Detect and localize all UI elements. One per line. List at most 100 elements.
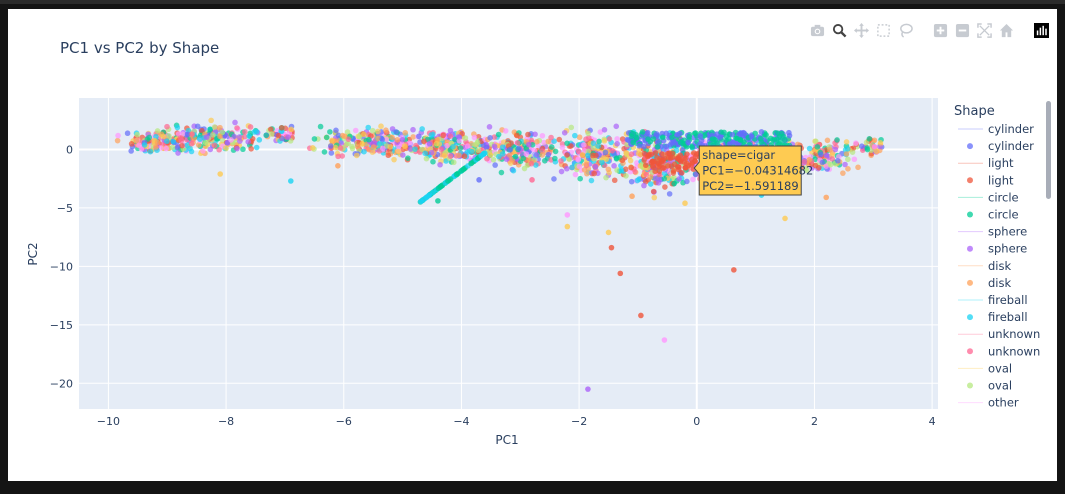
data-point[interactable] [585,148,592,155]
legend[interactable]: Shape cylinder cylinder light light circle ci… [954,101,1051,410]
data-point[interactable] [345,140,351,147]
data-point[interactable] [664,163,671,169]
data-point[interactable] [866,135,873,142]
data-point[interactable] [864,146,871,153]
data-point[interactable] [421,138,427,145]
data-point[interactable] [654,137,661,144]
data-point[interactable] [653,131,660,137]
data-point[interactable] [208,117,214,124]
data-point[interactable] [242,128,248,135]
data-point[interactable] [468,160,474,167]
data-point[interactable] [548,134,554,141]
data-point[interactable] [601,126,608,133]
data-point[interactable] [545,151,552,158]
data-point[interactable] [194,123,201,130]
data-point[interactable] [420,196,427,203]
data-point[interactable] [311,136,318,142]
legend-item[interactable]: oval [958,361,1012,375]
data-point[interactable] [849,149,856,155]
data-point[interactable] [423,155,430,162]
data-point[interactable] [236,134,243,140]
data-point[interactable] [455,133,462,140]
data-point[interactable] [474,139,481,146]
outlier-point[interactable] [476,177,482,183]
data-point[interactable] [656,176,662,183]
data-point[interactable] [370,144,377,150]
data-point[interactable] [179,142,185,149]
data-point[interactable] [426,140,433,147]
data-point[interactable] [253,144,260,151]
data-point[interactable] [211,124,218,130]
data-point[interactable] [275,132,282,139]
data-point[interactable] [359,140,366,147]
data-point[interactable] [829,156,836,162]
data-point[interactable] [354,143,361,150]
outlier-point[interactable] [435,198,441,204]
data-point[interactable] [520,155,527,162]
box-select-button[interactable] [874,21,893,39]
data-point[interactable] [738,130,745,137]
data-point[interactable] [572,132,578,139]
data-point[interactable] [378,123,384,130]
data-point[interactable] [495,131,502,138]
data-point[interactable] [551,176,557,182]
data-point[interactable] [669,150,676,157]
data-point[interactable] [160,133,167,140]
data-point[interactable] [667,155,674,161]
data-point[interactable] [624,136,631,143]
data-point[interactable] [444,142,450,149]
data-point[interactable] [654,144,661,150]
data-point[interactable] [648,151,654,158]
outlier-point[interactable] [585,386,591,392]
data-point[interactable] [603,174,609,181]
zoom-button[interactable] [830,21,849,39]
data-point[interactable] [187,145,193,152]
data-point[interactable] [402,130,409,136]
data-point[interactable] [725,136,732,142]
data-point[interactable] [577,175,583,182]
outlier-point[interactable] [608,244,615,251]
legend-scrollbar[interactable] [1046,101,1051,199]
data-point[interactable] [561,129,568,136]
data-point[interactable] [419,126,425,132]
download-png-button[interactable] [808,21,827,39]
data-point[interactable] [437,161,443,168]
data-point[interactable] [317,123,324,130]
data-point[interactable] [217,124,223,131]
outlier-point[interactable] [731,267,737,273]
data-point[interactable] [692,130,699,136]
legend-item[interactable]: circle [967,208,1019,222]
data-point[interactable] [628,151,635,158]
data-point[interactable] [835,157,841,164]
data-point[interactable] [491,134,498,140]
data-point[interactable] [824,137,831,144]
data-point[interactable] [502,128,509,134]
data-point[interactable] [643,171,650,178]
data-point[interactable] [650,159,657,165]
data-point[interactable] [525,131,531,138]
data-point[interactable] [801,159,807,165]
data-point[interactable] [339,153,346,159]
data-point[interactable] [729,131,736,138]
data-point[interactable] [185,131,191,137]
legend-item[interactable]: unknown [958,327,1040,341]
data-point[interactable] [321,149,328,155]
data-point[interactable] [490,156,497,163]
data-point[interactable] [124,130,131,137]
data-point[interactable] [405,155,411,161]
data-point[interactable] [613,123,620,130]
data-point[interactable] [407,146,414,152]
data-point[interactable] [758,139,765,145]
data-point[interactable] [438,146,444,153]
legend-item[interactable]: disk [958,259,1011,273]
data-point[interactable] [843,151,850,157]
data-point[interactable] [671,180,678,187]
data-point[interactable] [827,161,834,168]
data-point[interactable] [650,188,657,195]
data-point[interactable] [579,152,586,158]
data-point[interactable] [666,191,673,197]
data-point[interactable] [430,158,436,165]
data-point[interactable] [737,137,744,143]
data-point[interactable] [335,153,341,160]
data-point[interactable] [478,153,484,159]
